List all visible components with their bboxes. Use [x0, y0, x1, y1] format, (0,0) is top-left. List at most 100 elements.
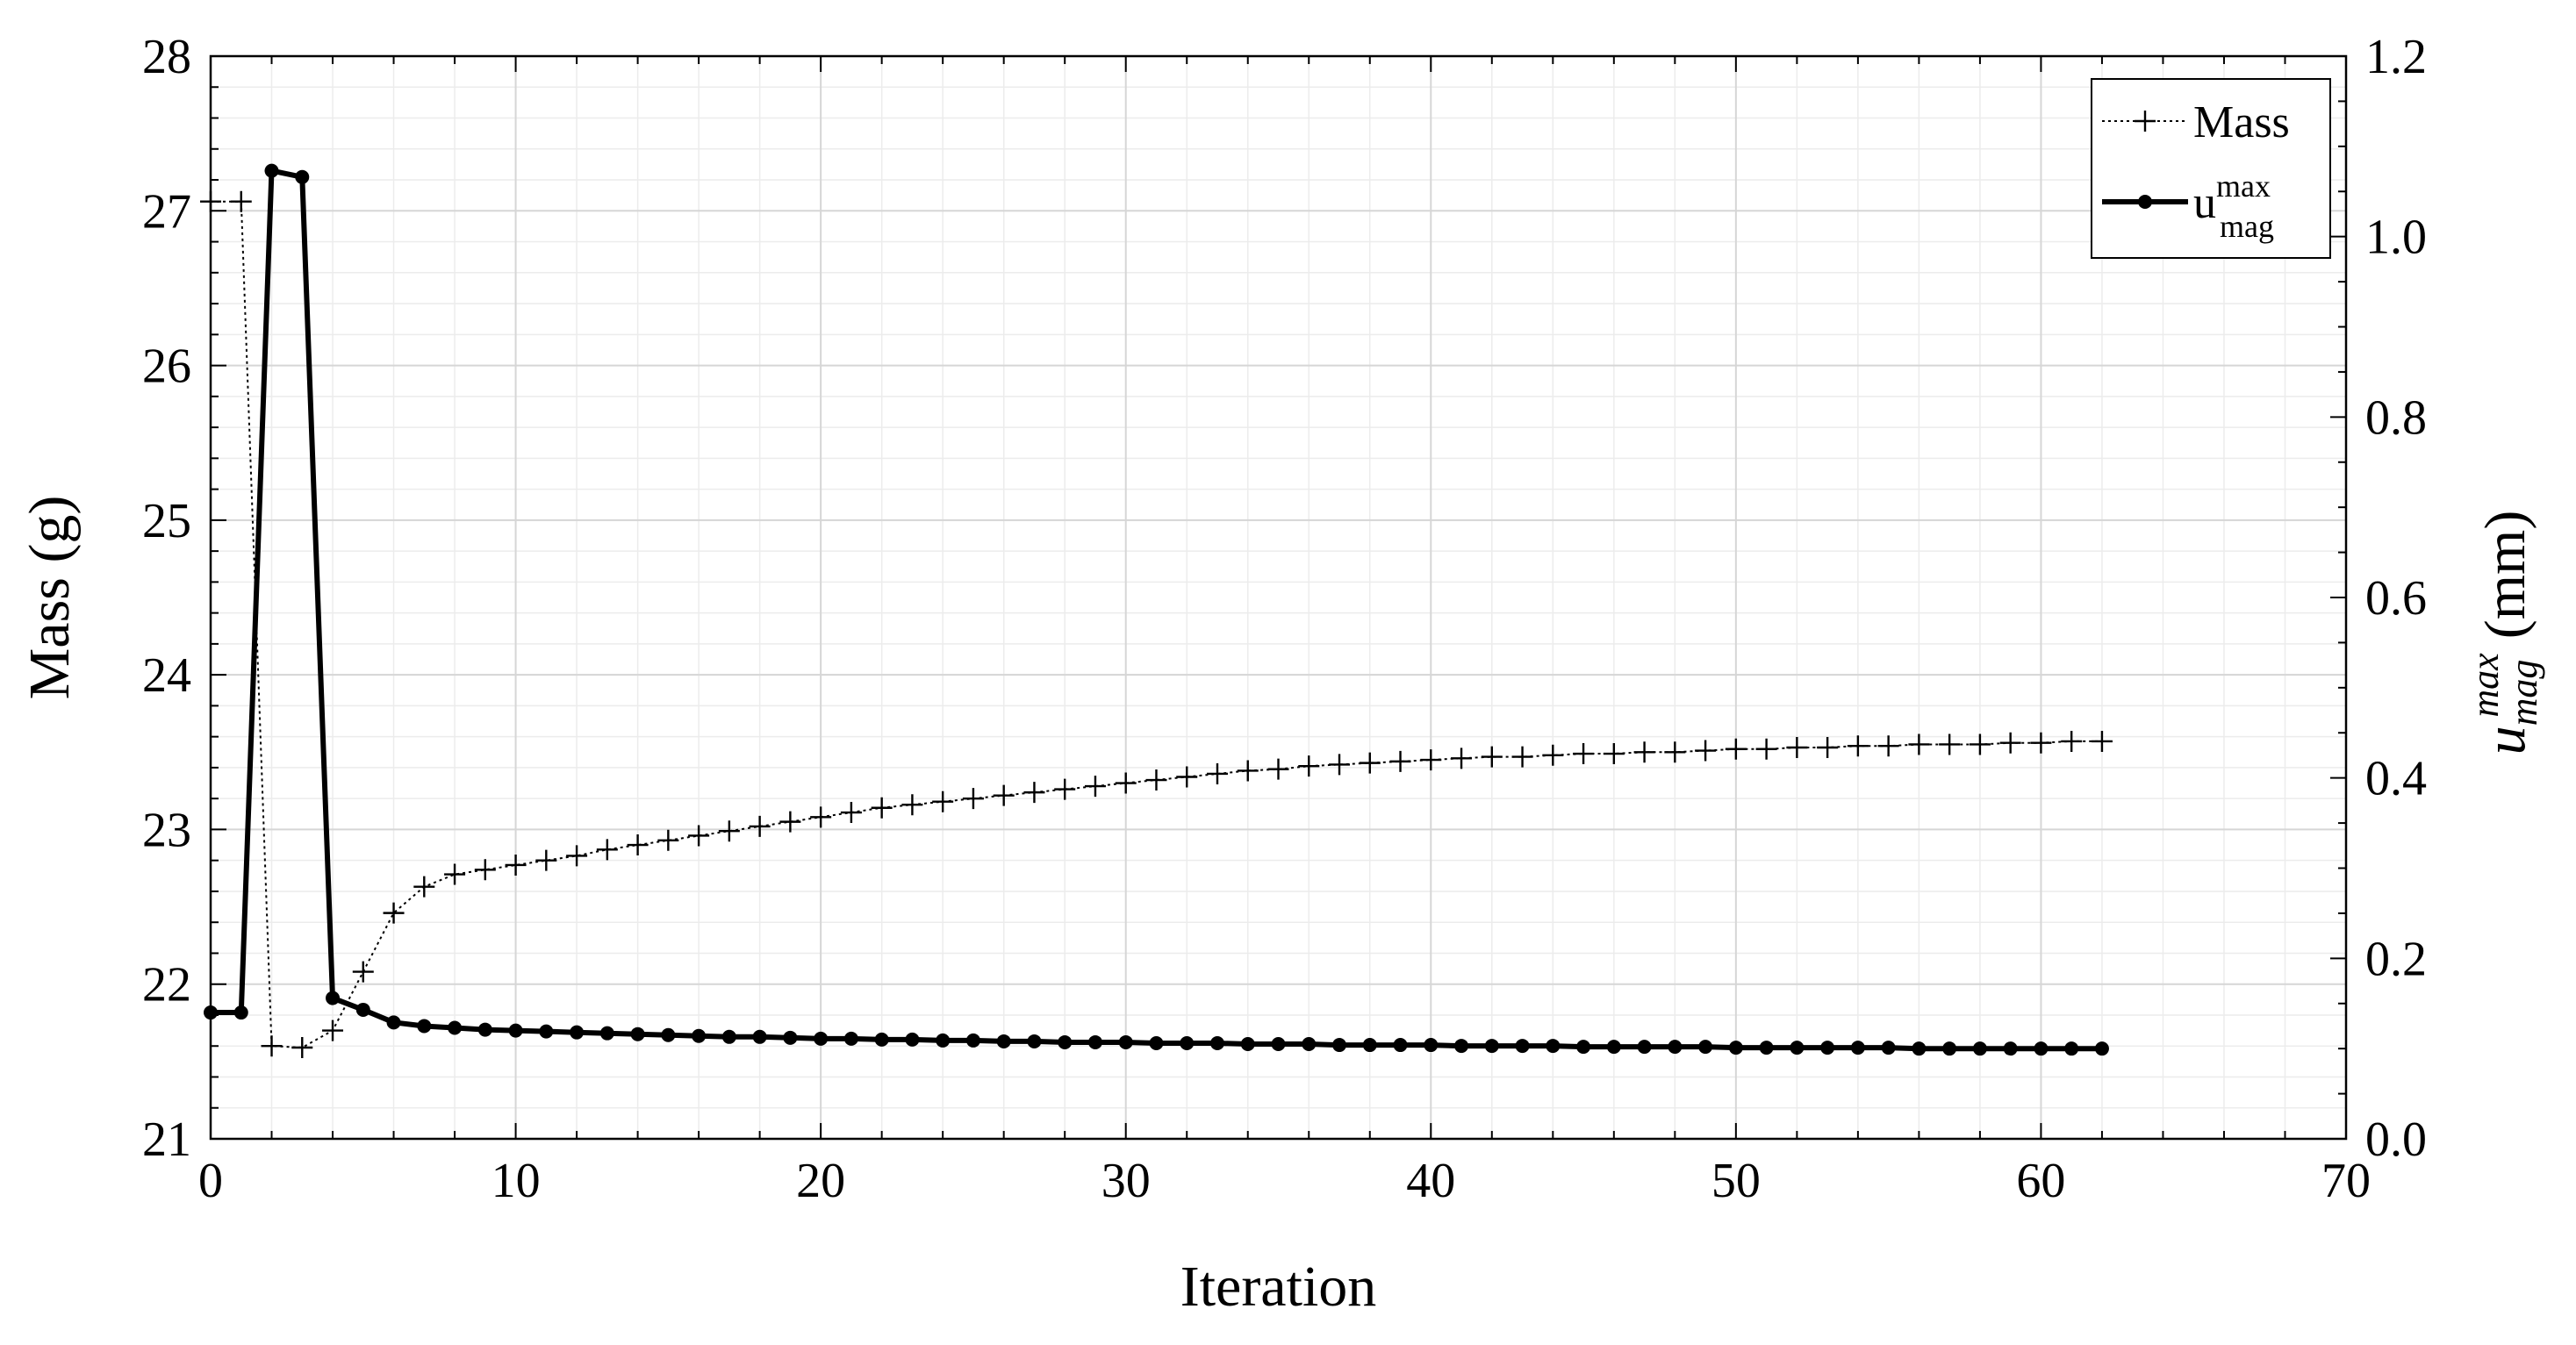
umag-point — [1058, 1034, 1073, 1049]
mass-point — [1298, 755, 1320, 777]
mass-point — [1054, 778, 1076, 800]
legend-entry-umag: umax mag — [2102, 168, 2274, 244]
umag-point — [1759, 1041, 1774, 1055]
y-left-tick-label: 26 — [142, 340, 191, 394]
umag-point — [1546, 1039, 1561, 1054]
umag-point — [1149, 1035, 1164, 1050]
legend: Mass umax mag — [2091, 78, 2331, 259]
mass-point — [810, 806, 832, 828]
umag-point — [814, 1031, 829, 1046]
y-right-tick-label: 0.2 — [2365, 932, 2427, 986]
mass-point — [1847, 735, 1869, 757]
legend-umag-marker — [2138, 195, 2152, 209]
mass-point — [1115, 772, 1137, 794]
umag-point — [599, 1026, 614, 1041]
umag-point — [996, 1034, 1011, 1048]
umag-point — [417, 1019, 432, 1034]
umag-point — [752, 1029, 767, 1044]
mass-point — [718, 820, 740, 842]
umag-point — [1637, 1040, 1652, 1055]
y-left-tick-label: 25 — [142, 494, 191, 548]
y-left-tick-label: 22 — [142, 958, 191, 1012]
umag-point — [1484, 1039, 1499, 1054]
mass-point — [1542, 744, 1564, 766]
plot-frame — [209, 54, 2348, 1141]
umag-point — [1850, 1041, 1865, 1055]
umag-point — [1942, 1041, 1957, 1056]
x-tick-label: 40 — [1406, 1154, 1455, 1208]
y-right-label-unit: (mm) — [2473, 511, 2537, 640]
mass-point — [657, 829, 679, 851]
umag-point — [1209, 1035, 1224, 1050]
umag-point — [326, 991, 341, 1005]
x-tick-label: 70 — [2321, 1154, 2371, 1208]
umag-line — [211, 168, 2102, 1052]
mass-point — [932, 791, 954, 812]
umag-point — [630, 1027, 645, 1041]
mass-point — [1267, 758, 1289, 780]
major-grid — [210, 55, 2347, 1140]
umag-point — [1087, 1034, 1102, 1049]
umag-point — [1362, 1038, 1377, 1053]
x-tick-label: 10 — [492, 1154, 541, 1208]
x-axis-label: Iteration — [1180, 1255, 1377, 1319]
x-axis-ticks: 0 10 20 30 40 50 60 70 — [198, 56, 2371, 1208]
mass-point — [840, 802, 862, 824]
umag-point — [843, 1031, 858, 1046]
mass-point — [505, 854, 527, 876]
axes-frame — [209, 54, 2348, 1141]
mass-point — [566, 845, 588, 867]
mass-point — [749, 815, 771, 837]
mass-point — [627, 834, 649, 856]
mass-point — [1633, 741, 1655, 763]
mass-point — [535, 849, 557, 871]
mass-point — [1939, 733, 1961, 755]
mass-point — [962, 788, 984, 810]
umag-point — [233, 1005, 248, 1020]
mass-point — [1755, 738, 1777, 760]
mass-point — [2061, 730, 2083, 752]
mass-point — [1451, 748, 1473, 769]
mass-point — [1176, 766, 1198, 788]
mass-point — [1817, 736, 1839, 758]
y-left-tick-label: 28 — [142, 30, 191, 84]
y-left-tick-label: 24 — [142, 648, 191, 703]
umag-point — [355, 1002, 370, 1017]
mass-point — [383, 902, 405, 924]
umag-point — [570, 1025, 585, 1040]
mass-point — [1023, 782, 1045, 804]
mass-point — [230, 190, 252, 212]
umag-point — [1240, 1037, 1255, 1052]
y-left-axis-label: Mass (g) — [18, 496, 82, 700]
mass-point — [1725, 738, 1747, 760]
umag-point — [1424, 1038, 1439, 1053]
mass-point — [1481, 746, 1503, 768]
mass-point — [1084, 776, 1106, 798]
umag-point — [1728, 1041, 1743, 1055]
mass-point — [1511, 746, 1533, 768]
mass-point — [474, 859, 496, 881]
mass-point — [322, 1019, 344, 1041]
umag-point — [2003, 1041, 2018, 1056]
umag-point — [1027, 1034, 1042, 1048]
mass-point — [688, 825, 710, 847]
umag-point — [1820, 1041, 1835, 1055]
umag-point — [1515, 1039, 1530, 1054]
y-right-label-subscript: mag — [2502, 660, 2545, 726]
x-tick-label: 0 — [198, 1154, 223, 1208]
mass-point — [1908, 733, 1930, 755]
mass-point — [1206, 762, 1228, 784]
plot-series — [200, 163, 2113, 1058]
umag-point — [1698, 1040, 1713, 1055]
mass-point — [1695, 740, 1717, 762]
umag-point — [1790, 1041, 1805, 1055]
mass-point — [1389, 750, 1411, 772]
x-tick-label: 50 — [1711, 1154, 1761, 1208]
mass-point — [413, 876, 435, 898]
umag-point — [386, 1015, 401, 1030]
mass-point — [291, 1036, 313, 1058]
mass-point — [1786, 736, 1808, 758]
y-right-label-symbol: u — [2473, 726, 2537, 755]
y-left-tick-label: 23 — [142, 803, 191, 857]
